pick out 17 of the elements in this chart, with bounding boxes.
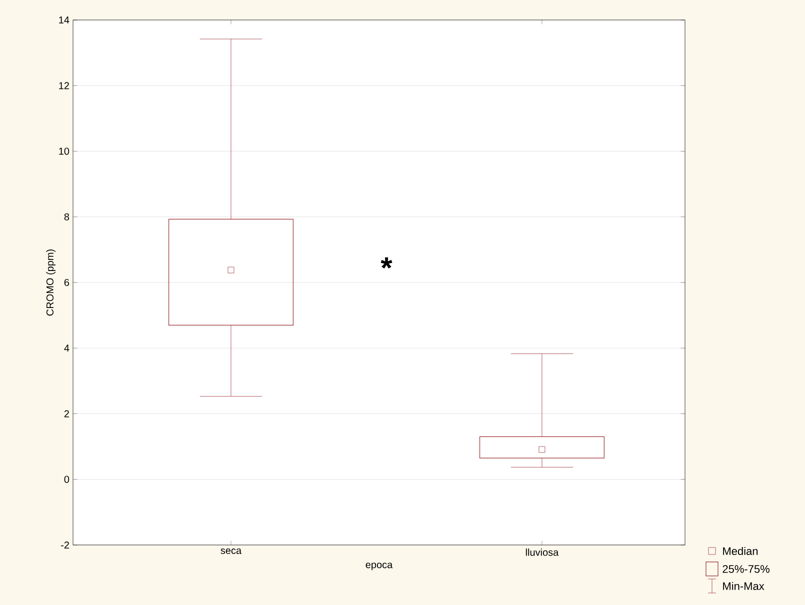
text: Min-Max	[723, 582, 764, 590]
text: Median	[723, 546, 758, 556]
x-axis-title: epoca	[366, 562, 393, 570]
y-tick-label: -2	[61, 541, 69, 548]
y-axis-title: CROMO (ppm)	[46, 250, 56, 316]
y-tick-label: 12	[59, 82, 69, 90]
text: 25%-75%	[722, 565, 770, 573]
y-tick-label: 14	[59, 16, 70, 24]
y-tick-label: 6	[64, 278, 70, 286]
x-tick-label: seca	[220, 548, 242, 554]
y-tick-label: 0	[64, 476, 70, 483]
y-tick-label: 10	[59, 148, 70, 155]
x-tick-label: lluviosa	[526, 548, 559, 556]
y-tick-label: 8	[64, 213, 70, 220]
y-tick-label: 2	[64, 410, 69, 418]
y-tick-label: 4	[64, 344, 70, 352]
annotation: *	[380, 257, 392, 269]
